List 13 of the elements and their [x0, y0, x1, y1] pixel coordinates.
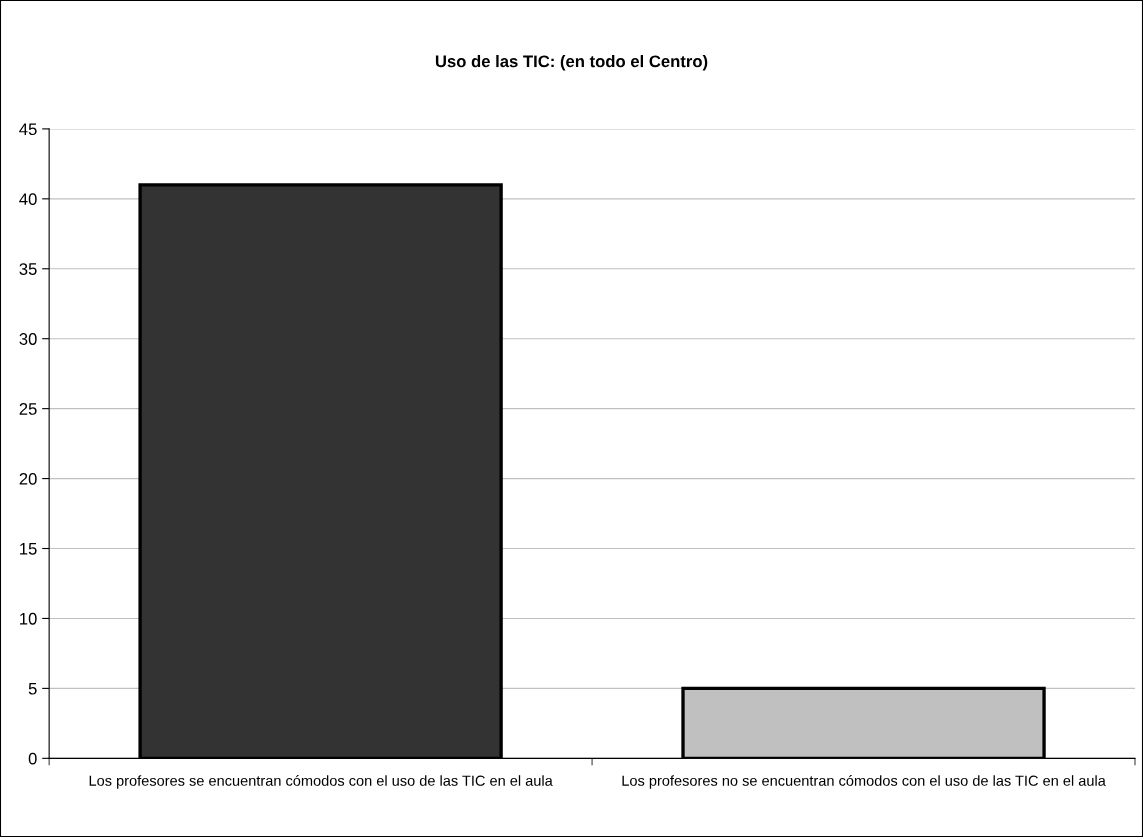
- y-tick-label: 35: [19, 263, 37, 275]
- x-tick-label: Los profesores no se encuentran cómodos con el uso de las TIC en el aula: [622, 774, 1106, 789]
- y-tick-label: 45: [19, 123, 37, 136]
- x-tick-label: Los profesores se encuentran cómodos con el uso de las TIC en el aula: [89, 774, 553, 789]
- y-tick-label: 5: [28, 682, 37, 695]
- y-tick-label: 40: [19, 193, 37, 206]
- y-tick-label: 10: [20, 612, 37, 625]
- y-tick-label: 20: [19, 472, 37, 485]
- y-tick-label: 0: [28, 752, 37, 765]
- y-tick-label: 15: [20, 543, 37, 555]
- y-tick-label: 25: [19, 403, 37, 415]
- y-tick-label: 30: [19, 333, 37, 345]
- chart-title: Uso de las TIC: (en todo el Centro): [435, 55, 708, 71]
